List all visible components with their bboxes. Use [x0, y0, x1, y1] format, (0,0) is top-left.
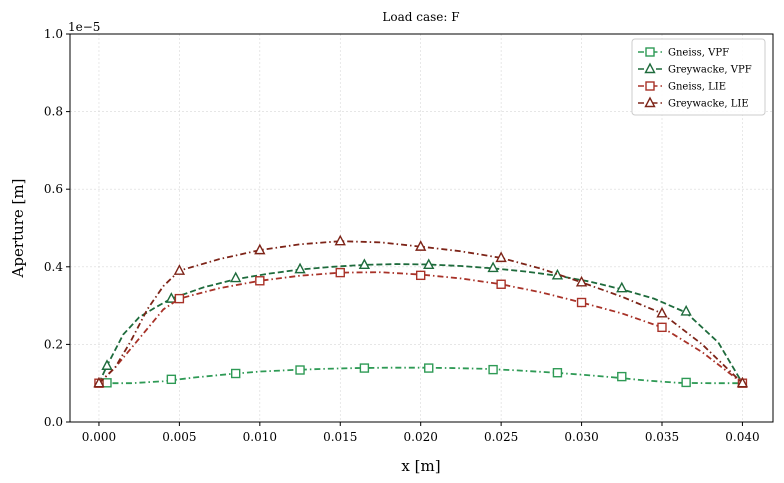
data-point	[575, 275, 588, 287]
plot-frame	[69, 33, 774, 423]
y-tick-label: 0.8	[44, 105, 63, 119]
data-point	[415, 270, 426, 281]
y-axis-label: Aperture [m]	[9, 179, 27, 279]
data-point	[488, 364, 498, 375]
x-tick-label: 0.040	[725, 430, 759, 444]
data-point	[495, 251, 507, 263]
data-point	[680, 304, 692, 316]
data-point	[93, 376, 105, 388]
data-point	[415, 240, 427, 251]
y-tick-label: 0.4	[44, 260, 63, 274]
data-point	[230, 368, 241, 379]
legend-box	[631, 38, 766, 116]
data-point	[496, 279, 506, 289]
series-line	[98, 240, 744, 384]
y-axis: 0.0 0.2 0.4 0.6 0.8 1.0	[44, 27, 70, 429]
series-3	[93, 234, 749, 388]
legend-label: Greywacke, LIE	[668, 99, 749, 110]
legend-item: Greywacke, VPF	[638, 62, 752, 76]
legend-marker	[644, 96, 656, 108]
legend-marker	[645, 81, 655, 91]
data-point	[617, 371, 627, 382]
series-line	[98, 263, 744, 384]
series-2	[94, 267, 748, 388]
data-point	[424, 363, 434, 373]
legend-item: Greywacke, LIE	[638, 96, 749, 110]
data-point	[576, 297, 587, 308]
x-axis: 0.000 0.005 0.010 0.015 0.020 0.025 0.030 0.035…	[82, 422, 760, 444]
x-tick-label: 0.005	[162, 430, 196, 444]
chart-title: Load case: F	[382, 10, 459, 24]
data-point	[656, 306, 668, 318]
series-0	[98, 363, 743, 388]
y-tick-label: 0.6	[44, 182, 63, 196]
data-point	[255, 276, 265, 286]
data-point	[101, 359, 113, 370]
legend-label: Greywacke, VPF	[668, 65, 752, 76]
data-point	[358, 258, 371, 270]
data-point	[359, 363, 370, 373]
data-point	[230, 271, 242, 283]
legend-label: Gneiss, LIE	[668, 82, 726, 93]
x-tick-label: 0.000	[82, 430, 116, 444]
legend-marker	[644, 62, 656, 74]
data-point	[423, 258, 435, 270]
data-point	[295, 365, 305, 375]
data-point	[736, 376, 749, 388]
series-1	[98, 258, 744, 384]
data-point	[552, 368, 563, 378]
data-point	[551, 268, 564, 280]
legend-item: Gneiss, VPF	[638, 47, 729, 59]
x-tick-label: 0.010	[243, 430, 277, 444]
y-axis-offset-text: 1e−5	[68, 20, 100, 34]
data-point	[681, 377, 691, 388]
legend: Gneiss, VPF Greywacke, VPF Gneiss, LIE Grey…	[631, 38, 766, 116]
data-point	[254, 243, 266, 255]
y-tick-label: 1.0	[44, 27, 63, 41]
data-point	[173, 264, 186, 275]
y-tick-label: 0.0	[44, 415, 63, 429]
data-point	[294, 262, 306, 274]
legend-item: Gneiss, LIE	[638, 81, 726, 93]
x-tick-label: 0.030	[564, 430, 598, 444]
data-point	[487, 261, 499, 273]
data-point	[334, 234, 346, 246]
data-point	[657, 322, 667, 333]
data-point	[335, 267, 345, 278]
data-point	[102, 378, 112, 388]
data-point	[166, 374, 177, 385]
x-tick-label: 0.015	[323, 430, 357, 444]
legend-label: Gneiss, VPF	[668, 48, 729, 59]
x-tick-label: 0.025	[484, 430, 518, 444]
series-layer	[93, 234, 749, 388]
data-point	[174, 293, 185, 304]
x-tick-label: 0.035	[645, 430, 679, 444]
x-axis-label: x [m]	[401, 457, 440, 475]
data-point	[616, 281, 628, 293]
y-tick-label: 0.2	[44, 337, 63, 351]
data-point	[165, 292, 178, 303]
legend-marker	[645, 47, 655, 57]
x-tick-label: 0.020	[404, 430, 438, 444]
series-line	[98, 271, 743, 384]
